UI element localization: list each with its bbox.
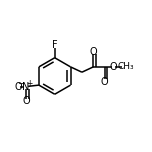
- Text: O: O: [22, 96, 30, 106]
- Text: −: −: [17, 79, 24, 88]
- Text: N: N: [22, 82, 30, 92]
- Text: O: O: [110, 62, 117, 72]
- Text: +: +: [26, 79, 32, 88]
- Text: O: O: [90, 47, 97, 57]
- Text: CH₃: CH₃: [117, 62, 134, 71]
- Text: F: F: [52, 40, 58, 50]
- Text: O: O: [101, 77, 109, 87]
- Text: O: O: [14, 82, 22, 92]
